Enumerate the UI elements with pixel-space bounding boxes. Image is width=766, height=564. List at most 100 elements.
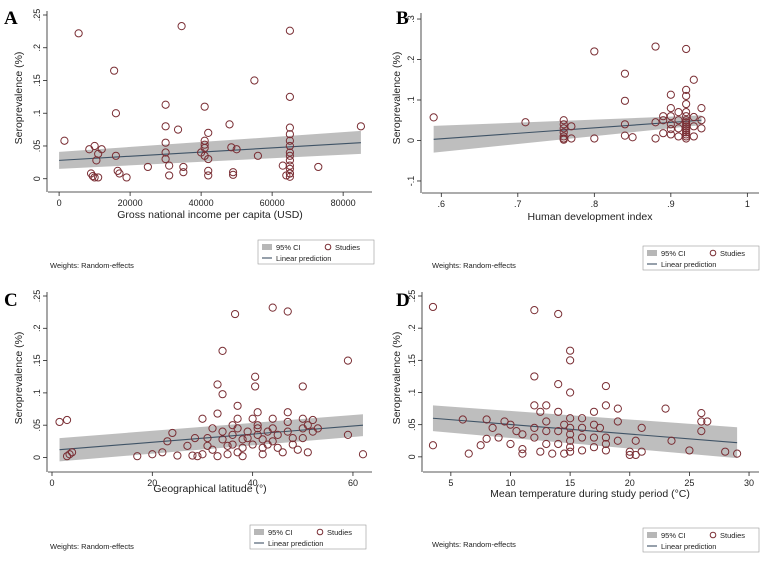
data-point (208, 445, 217, 454)
data-point (685, 446, 694, 455)
y-tick-label: .05 (32, 140, 42, 153)
data-point (303, 421, 312, 430)
data-point (674, 132, 683, 141)
data-point (228, 430, 237, 439)
data-point (530, 372, 539, 381)
x-tick-label: 40000 (189, 198, 214, 208)
x-tick-label: .7 (514, 199, 522, 209)
data-point (111, 109, 121, 118)
data-point (238, 452, 247, 461)
data-point (258, 435, 267, 444)
weights-note: Weights: Random-effects (50, 542, 134, 551)
data-point (733, 449, 742, 458)
data-point (65, 450, 74, 459)
panel-label: D (396, 290, 410, 311)
x-tick-label: 20000 (118, 198, 143, 208)
data-point (559, 124, 568, 133)
data-point (228, 170, 238, 179)
data-point (285, 151, 294, 160)
data-point (559, 132, 568, 141)
data-point (518, 449, 527, 458)
data-point (590, 47, 599, 56)
data-point (243, 427, 252, 436)
data-point (542, 401, 551, 410)
data-point (631, 436, 640, 445)
legend-box (257, 239, 375, 265)
panel-label: A (4, 8, 18, 29)
y-tick-label: 0 (32, 455, 42, 460)
data-point (682, 108, 691, 117)
data-point (682, 124, 691, 133)
data-point (204, 166, 213, 175)
y-tick-label: .1 (406, 96, 416, 104)
data-point (62, 452, 72, 461)
data-point (203, 441, 212, 450)
data-point (233, 401, 242, 410)
weights-note: Weights: Random-effects (50, 261, 134, 270)
legend-point-symbol (316, 528, 324, 536)
x-tick-label: 1 (745, 199, 750, 209)
data-point (228, 440, 237, 449)
data-point (285, 172, 294, 181)
data-point (283, 408, 292, 417)
data-point (697, 427, 706, 436)
data-point (283, 417, 292, 427)
data-point (218, 435, 227, 444)
data-point (163, 437, 172, 446)
data-point (193, 452, 202, 461)
data-point (620, 120, 630, 129)
data-point (188, 451, 197, 460)
x-tick-label: 25 (684, 478, 694, 488)
legend-point-symbol (709, 531, 717, 539)
x-tick-label: 10 (505, 478, 515, 488)
panel-label: B (396, 8, 409, 29)
data-point (560, 449, 569, 458)
data-point (285, 156, 294, 165)
data-point (682, 120, 691, 129)
data-point (536, 447, 545, 456)
data-point (566, 443, 575, 452)
data-point (298, 382, 307, 391)
data-point (223, 441, 232, 450)
data-point (661, 404, 670, 413)
data-point (62, 415, 72, 425)
data-point (253, 421, 262, 430)
data-point (198, 414, 207, 423)
data-point (666, 125, 675, 134)
data-point (308, 415, 317, 425)
data-point (530, 401, 539, 410)
data-point (122, 173, 131, 182)
data-point (659, 116, 668, 125)
data-point (74, 29, 83, 38)
legend-ci-label: 95% CI (661, 531, 686, 540)
data-point (198, 450, 207, 459)
data-point (158, 448, 167, 457)
legend-ci-swatch (254, 529, 264, 535)
confidence-band (59, 130, 361, 169)
data-point (248, 414, 257, 423)
x-tick-label: .8 (591, 199, 599, 209)
data-point (554, 439, 563, 449)
data-point (283, 307, 292, 316)
data-point (253, 424, 262, 433)
x-tick-label: 60000 (260, 198, 285, 208)
legend-ci-swatch (647, 532, 657, 538)
data-point (620, 96, 630, 105)
data-point (113, 166, 122, 175)
data-point (177, 22, 186, 31)
legend-studies-label: Studies (720, 531, 745, 540)
data-point (285, 141, 294, 151)
data-point (682, 99, 691, 109)
data-point (258, 450, 267, 459)
data-point (577, 423, 587, 432)
legend: 95% CI Studies Linear prediction (642, 245, 760, 271)
data-point (133, 452, 142, 461)
data-point (233, 424, 242, 433)
data-point (225, 120, 234, 129)
data-point (666, 120, 675, 129)
data-point (203, 434, 212, 443)
data-point (554, 309, 563, 319)
data-point (613, 436, 622, 445)
data-point (682, 130, 691, 139)
data-point (566, 447, 575, 456)
